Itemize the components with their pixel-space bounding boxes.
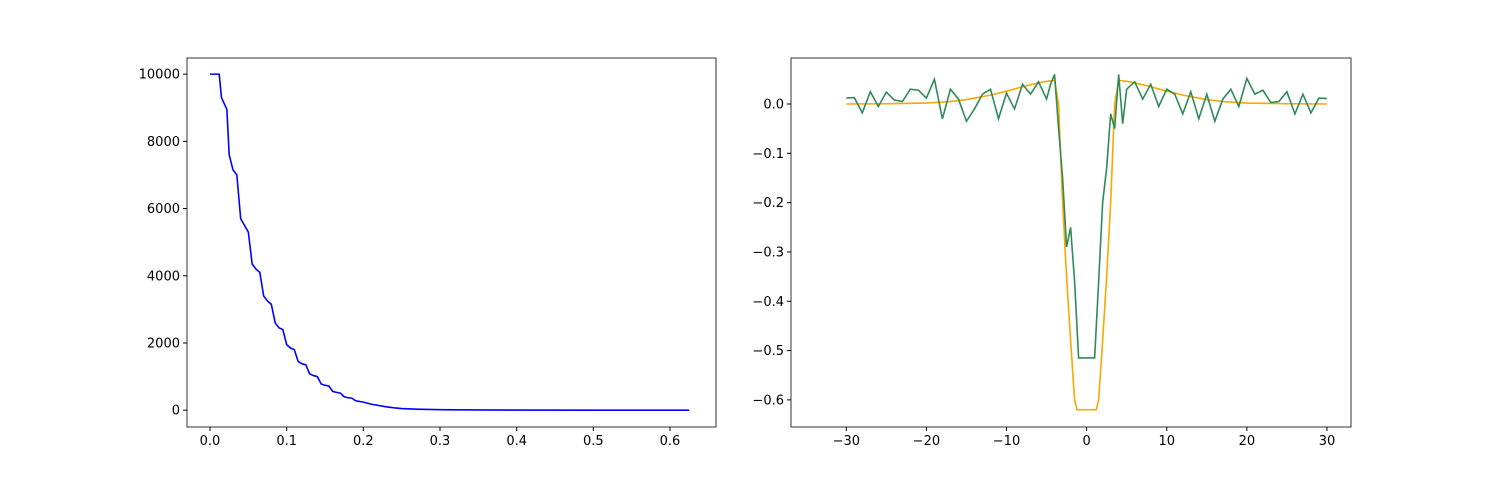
- data-line: [846, 79, 1327, 411]
- data-line: [846, 74, 1328, 359]
- y-tick-label: −0.6: [752, 393, 784, 408]
- axes-frame: [186, 57, 717, 428]
- x-tick-label: 10: [1158, 434, 1175, 449]
- y-tick-label: −0.1: [752, 147, 784, 162]
- x-tick-label: 0.6: [660, 434, 681, 449]
- x-tick-label: −30: [833, 434, 860, 449]
- y-tick-label: 4000: [147, 269, 180, 284]
- data-line: [210, 73, 690, 411]
- x-tick-label: 20: [1239, 434, 1256, 449]
- x-tick-label: 0.3: [430, 434, 451, 449]
- y-tick-label: 6000: [147, 202, 180, 217]
- axes-frame: [790, 57, 1352, 428]
- y-tick-label: −0.2: [752, 196, 784, 211]
- x-tick-label: 30: [1319, 434, 1336, 449]
- x-tick-label: 0: [1082, 434, 1090, 449]
- x-tick-label: 0.0: [200, 434, 221, 449]
- y-tick-label: −0.3: [752, 245, 784, 260]
- y-tick-label: −0.4: [752, 295, 784, 310]
- y-tick-label: 8000: [147, 135, 180, 150]
- x-tick-label: 0.1: [276, 434, 297, 449]
- x-tick-label: 0.5: [583, 434, 604, 449]
- y-tick-label: 2000: [147, 336, 180, 351]
- y-tick-label: 0: [172, 404, 180, 419]
- x-tick-label: 0.2: [353, 434, 374, 449]
- x-tick-label: 0.4: [506, 434, 527, 449]
- x-tick-label: −10: [993, 434, 1020, 449]
- x-tick-label: −20: [913, 434, 940, 449]
- y-tick-label: −0.5: [752, 344, 784, 359]
- y-tick-label: 0.0: [763, 98, 784, 113]
- y-tick-label: 10000: [139, 68, 180, 83]
